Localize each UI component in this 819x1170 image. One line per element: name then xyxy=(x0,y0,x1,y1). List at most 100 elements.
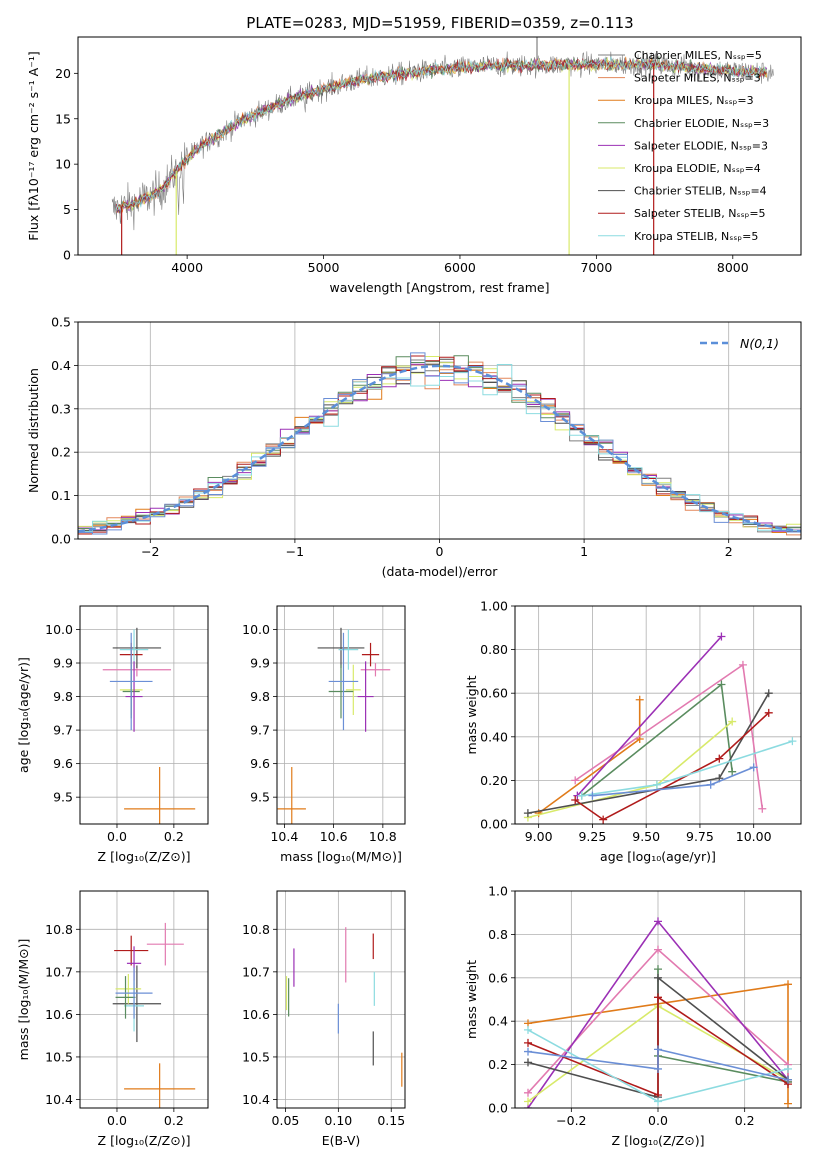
weight-marker xyxy=(577,791,586,800)
x-tick-label: 4000 xyxy=(171,260,203,275)
x-tick-label: 10.00 xyxy=(736,829,772,844)
x-tick-label: 0.0 xyxy=(107,1113,127,1128)
model-line-8 xyxy=(115,57,768,211)
y-tick-label: 10.0 xyxy=(242,622,270,637)
panel-3: 0.0 0.2 9.5 9.6 9.7 9.8 9.9 10.0 Z [log₁₀(Z/Z⊙)]… xyxy=(16,605,209,864)
errorbar-point-6 xyxy=(115,973,142,1004)
y-tick-label: 0.1 xyxy=(51,488,71,503)
axes-frame xyxy=(79,605,209,825)
x-axis-label: wavelength [Angstrom, rest frame] xyxy=(329,280,549,295)
y-tick-label: 0 xyxy=(63,248,71,263)
y-tick-label: 0.4 xyxy=(488,1014,508,1029)
errorbar-point-1 xyxy=(124,766,196,824)
x-tick-label: 0.2 xyxy=(164,1113,184,1128)
y-tick-label: 9.7 xyxy=(53,723,73,738)
y-tick-label: 0.0 xyxy=(488,1101,508,1116)
x-tick-label: 1 xyxy=(580,544,588,559)
errorbar-point-7 xyxy=(328,664,354,719)
legend-label-8: Salpeter STELIB, Nₛₛₚ=5 xyxy=(634,207,766,220)
y-tick-label: 0.00 xyxy=(480,817,508,832)
y-tick-label: 0.4 xyxy=(51,358,71,373)
plot-area xyxy=(112,922,196,1108)
y-axis-label: mass [log₁₀(M/M⊙)] xyxy=(16,939,31,1061)
axes-frame xyxy=(276,605,406,825)
x-tick-label: −1 xyxy=(286,544,304,559)
weight-marker xyxy=(524,1047,532,1056)
axes-frame xyxy=(77,321,802,540)
y-tick-label: 10 xyxy=(55,157,71,172)
x-tick-label: 0.05 xyxy=(272,1113,300,1128)
weight-marker xyxy=(717,680,726,689)
weight-marker xyxy=(654,1064,662,1073)
weight-marker xyxy=(784,1064,792,1073)
y-tick-label: 20 xyxy=(55,66,71,81)
legend-label-5: Salpeter ELODIE, Nₛₛₚ=3 xyxy=(634,139,768,152)
x-tick-label: 10.4 xyxy=(270,829,298,844)
y-axis-label: age [log₁₀(age/yr)] xyxy=(16,657,31,773)
panel-7: 0.05 0.10 0.15 10.4 10.5 10.6 10.7 10.8 E(B-V) xyxy=(242,890,406,1148)
weight-marker xyxy=(764,689,773,698)
x-axis-label: Z [log₁₀(Z/Z⊙)] xyxy=(612,1133,705,1148)
axes-frame xyxy=(77,36,802,256)
errorbar-point-3 xyxy=(317,627,365,669)
weight-line-3 xyxy=(576,635,722,797)
x-tick-label: 9.00 xyxy=(525,829,553,844)
y-tick-label: 9.9 xyxy=(250,656,270,671)
legend-label-1: Chabrier MILES, Nₛₛₚ=5 xyxy=(634,49,762,62)
plot-area xyxy=(102,627,196,824)
y-tick-label: 9.8 xyxy=(250,689,270,704)
errorbar-point-9 xyxy=(109,632,153,731)
y-tick-label: 0.0 xyxy=(51,532,71,547)
x-tick-label: 6000 xyxy=(444,260,476,275)
plot-area xyxy=(523,632,797,824)
weight-marker xyxy=(524,1097,532,1106)
errorbar-point-1 xyxy=(124,1063,196,1108)
model-line-9 xyxy=(115,56,768,213)
weight-marker xyxy=(764,708,773,717)
weight-marker xyxy=(571,796,580,805)
weight-line-2 xyxy=(527,948,789,1094)
weight-marker xyxy=(728,767,737,776)
y-tick-label: 10.5 xyxy=(242,1049,270,1064)
y-tick-label: 0.6 xyxy=(488,970,508,985)
x-tick-label: 5000 xyxy=(308,260,340,275)
legend-label-2: Salpeter MILES, Nₛₛₚ=3 xyxy=(634,72,761,85)
x-tick-label: −2 xyxy=(141,544,159,559)
weight-marker xyxy=(588,791,597,800)
weight-marker xyxy=(654,973,662,982)
panel-1: 4000 5000 6000 7000 8000 0 5 10 15 20 wavelength [… xyxy=(26,36,802,295)
weight-marker xyxy=(654,993,662,1002)
y-tick-label: 0.2 xyxy=(51,445,71,460)
y-tick-label: 10.6 xyxy=(45,1007,73,1022)
errorbar-point-8 xyxy=(125,661,143,732)
weight-marker xyxy=(523,809,532,818)
x-tick-label: 8000 xyxy=(717,260,749,275)
x-axis-label: (data-model)/error xyxy=(382,564,499,579)
y-tick-label: 10.4 xyxy=(242,1092,270,1107)
weight-marker xyxy=(652,780,661,789)
x-tick-label: 2 xyxy=(725,544,733,559)
y-tick-label: 5 xyxy=(63,202,71,217)
y-tick-label: 9.9 xyxy=(53,656,73,671)
y-tick-label: 10.5 xyxy=(45,1049,73,1064)
errorbar-point-9 xyxy=(328,632,359,731)
weight-marker xyxy=(715,754,724,763)
weight-marker xyxy=(571,776,580,785)
weight-marker xyxy=(654,1045,662,1054)
weight-marker xyxy=(749,763,758,772)
x-tick-label: 7000 xyxy=(580,260,612,275)
y-tick-label: 0.5 xyxy=(51,315,71,330)
y-axis-label: Flux [fλ10⁻¹⁷ erg cm⁻² s⁻¹ A⁻¹] xyxy=(26,51,41,240)
y-tick-label: 10.8 xyxy=(45,922,73,937)
legend-label-9: Kroupa STELIB, Nₛₛₚ=5 xyxy=(634,230,758,243)
x-axis-label: Z [log₁₀(Z/Z⊙)] xyxy=(98,849,191,864)
y-axis-label: mass weight xyxy=(464,675,479,754)
weight-marker xyxy=(738,660,747,669)
panel-4: 10.4 10.6 10.8 9.5 9.6 9.7 9.8 9.9 10.0 mass [log… xyxy=(242,605,406,864)
y-tick-label: 9.6 xyxy=(250,756,270,771)
errorbar-point-3 xyxy=(112,627,162,669)
y-tick-label: 0.60 xyxy=(480,686,508,701)
x-tick-label: 0.0 xyxy=(648,1113,668,1128)
x-tick-label: 0 xyxy=(436,544,444,559)
axes-frame xyxy=(514,605,802,825)
